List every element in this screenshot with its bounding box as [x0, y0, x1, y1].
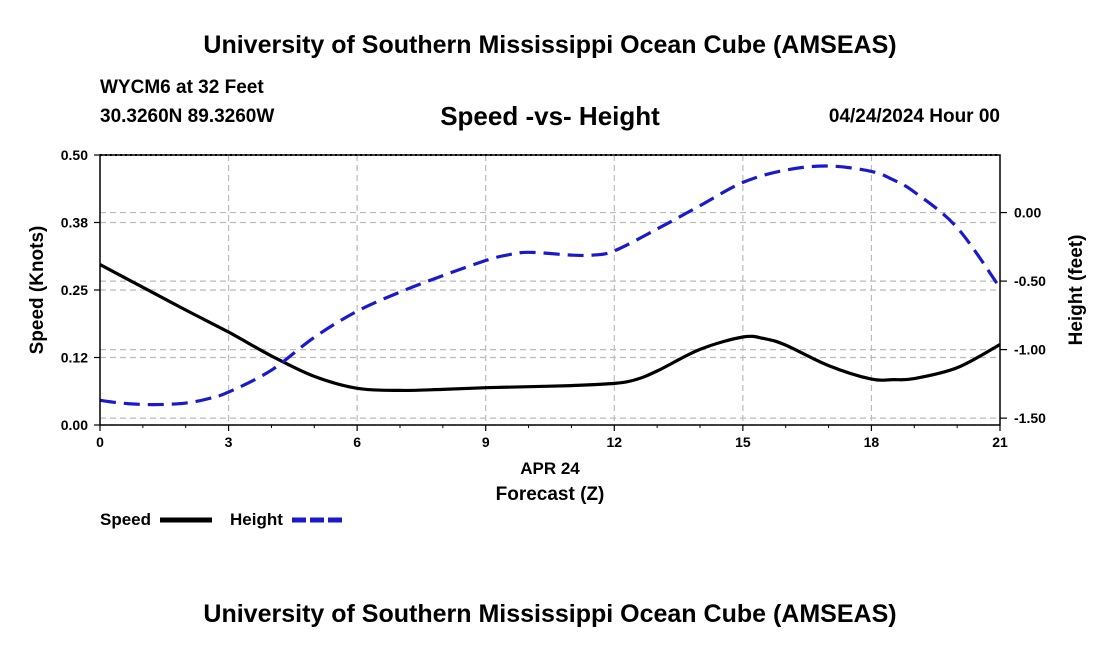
- x-tick-label: 9: [482, 434, 490, 450]
- y-left-tick-label: 0.12: [61, 350, 88, 366]
- x-tick-label: 3: [225, 434, 233, 450]
- x-axis-label: Forecast (Z): [496, 484, 605, 505]
- y-axis-left-label: Speed (Knots): [27, 226, 48, 355]
- y-left-tick-label: 0.25: [61, 282, 88, 298]
- ticks: 0 3 6 9 12 15 18 21 0.00 0.12 0.25 0.38 0.50 0.00 -0.5…: [61, 147, 1046, 450]
- datetime-label: 04/24/2024 Hour 00: [828, 106, 1000, 127]
- x-tick-label: 15: [735, 434, 751, 450]
- series-line-height: [99, 164, 1002, 407]
- y-left-tick-label: 0.38: [61, 215, 88, 231]
- chart-title: University of Southern Mississippi Ocean…: [203, 31, 897, 59]
- y-axis-right-label: Height (feet): [1066, 235, 1087, 346]
- y-right-tick-label: -1.00: [1014, 342, 1046, 358]
- grid: [100, 154, 1000, 426]
- x-axis-date-label: APR 24: [520, 459, 580, 478]
- chart-subtitle: Speed -vs- Height: [440, 101, 660, 131]
- x-tick-label: 18: [864, 434, 880, 450]
- legend: Speed Height: [100, 510, 343, 529]
- legend-label-height: Height: [230, 510, 283, 529]
- y-left-tick-label: 0.50: [61, 147, 88, 163]
- location-label: 30.3260N 89.3260W: [100, 106, 275, 127]
- legend-label-speed: Speed: [100, 510, 151, 529]
- footer-title: University of Southern Mississippi Ocean…: [203, 600, 897, 628]
- series-layer: [99, 164, 1002, 407]
- y-right-tick-label: -0.50: [1014, 273, 1046, 289]
- station-label: WYCM6 at 32 Feet: [100, 77, 264, 98]
- x-tick-label: 21: [992, 434, 1008, 450]
- x-tick-label: 0: [96, 434, 104, 450]
- y-right-tick-label: 0.00: [1014, 205, 1041, 221]
- y-right-tick-label: -1.50: [1014, 410, 1046, 426]
- series-line-speed: [99, 263, 1001, 393]
- x-tick-label: 6: [353, 434, 361, 450]
- y-left-tick-label: 0.00: [61, 417, 88, 433]
- x-tick-label: 12: [606, 434, 622, 450]
